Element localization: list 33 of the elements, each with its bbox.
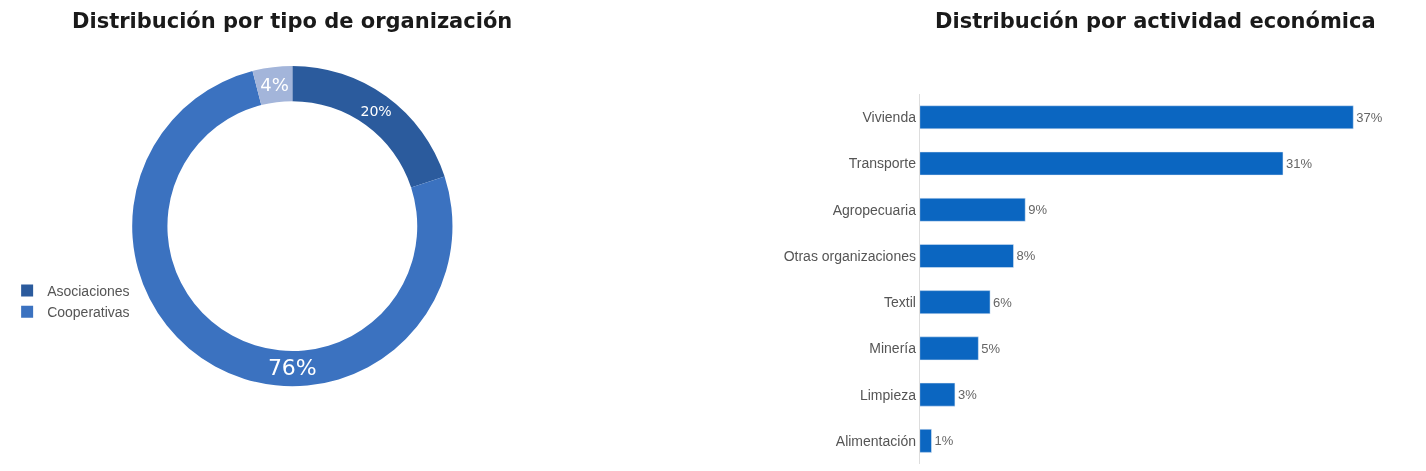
donut-slice xyxy=(292,65,445,188)
data-label: 20% xyxy=(360,102,392,119)
data-label: 4% xyxy=(260,73,289,95)
data-label: 9% xyxy=(1028,202,1048,218)
y-tick-label: Limpieza xyxy=(859,386,917,403)
chart-title: Distribución por tipo de organización xyxy=(72,9,513,33)
y-tick-label: Minería xyxy=(869,340,917,357)
data-label: 31% xyxy=(1285,156,1313,172)
chart-title: Distribución por actividad económica xyxy=(935,9,1376,33)
data-label: 3% xyxy=(957,387,978,403)
y-tick-label: Vivienda xyxy=(862,109,917,126)
y-tick-label: Transporte xyxy=(848,155,917,172)
legend-label: Asociaciones xyxy=(47,283,130,299)
donut-slice xyxy=(132,70,453,387)
y-tick-label: Textil xyxy=(884,294,916,311)
bar xyxy=(919,290,991,314)
bar xyxy=(919,382,956,407)
data-label: 37% xyxy=(1356,109,1383,125)
bar xyxy=(919,429,932,453)
data-label: 76% xyxy=(267,354,317,380)
y-tick-label: Alimentación xyxy=(835,432,916,449)
data-label: 1% xyxy=(934,433,954,449)
bar xyxy=(919,197,1026,222)
y-tick-label: Otras organizaciones xyxy=(783,247,916,264)
bar xyxy=(919,244,1014,268)
data-label: 5% xyxy=(981,340,1001,356)
data-label: 6% xyxy=(993,294,1013,310)
legend-label: Cooperativas xyxy=(47,304,130,321)
y-tick-label: Agropecuaria xyxy=(832,201,917,218)
bar xyxy=(919,105,1354,130)
bar xyxy=(919,151,1284,176)
data-label: 8% xyxy=(1016,248,1036,264)
bar xyxy=(919,336,979,361)
